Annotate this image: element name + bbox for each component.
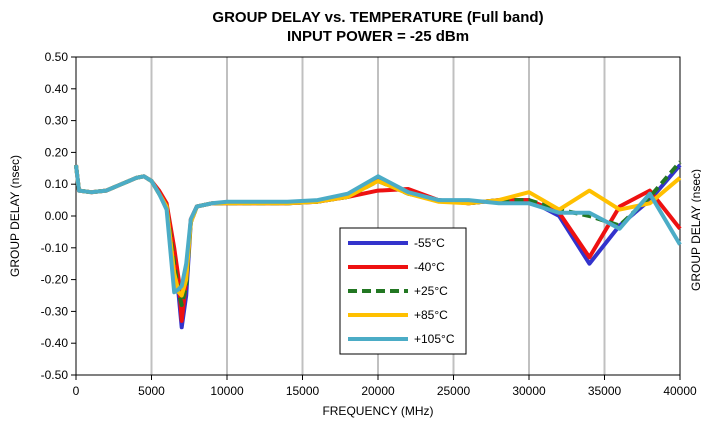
y-axis-label-right: GROUP DELAY (nsec)	[689, 169, 701, 291]
x-axis-label: FREQUENCY (MHz)	[322, 404, 433, 418]
x-tick-label: 15000	[286, 384, 320, 398]
y-tick-label: 0.10	[45, 177, 69, 191]
y-tick-label: -0.20	[41, 273, 69, 287]
chart-title: GROUP DELAY vs. TEMPERATURE (Full band)	[212, 9, 543, 26]
legend-label: +25°C	[414, 284, 448, 298]
legend-box	[339, 227, 467, 355]
x-axis-ticks: 0 5000 10000 15000 20000 25000 30000 35000 40000	[73, 375, 697, 398]
x-tick-label: 40000	[663, 384, 697, 398]
x-tick-label: 25000	[437, 384, 471, 398]
x-tick-label: 10000	[210, 384, 244, 398]
y-tick-label: -0.40	[41, 336, 69, 350]
x-tick-label: 30000	[512, 384, 546, 398]
series-line	[74, 164, 682, 295]
chart-subtitle: INPUT POWER = -25 dBm	[287, 28, 469, 45]
legend-label: -40°C	[414, 260, 445, 274]
x-tick-label: 20000	[361, 384, 395, 398]
legend-label: +105°C	[414, 332, 455, 346]
y-tick-label: 0.50	[45, 50, 69, 64]
x-tick-label: 35000	[588, 384, 622, 398]
legend-label: +85°C	[414, 308, 448, 322]
y-tick-label: 0.20	[45, 145, 69, 159]
legend: -55°C -40°C +25°C +85°C +105°C	[339, 227, 467, 355]
x-tick-label: 5000	[138, 384, 165, 398]
y-tick-label: 0.00	[45, 209, 69, 223]
legend-label: -55°C	[414, 236, 445, 250]
series-lines	[74, 160, 682, 330]
x-tick-label: 0	[73, 384, 80, 398]
y-tick-label: -0.50	[41, 368, 69, 382]
y-axis-label: GROUP DELAY (nsec)	[8, 155, 22, 277]
y-tick-label: -0.10	[41, 241, 69, 255]
y-axis-ticks: -0.50 -0.40 -0.30 -0.20 -0.10 0.00 0.10 0.20 0.3…	[41, 50, 76, 382]
y-tick-label: 0.40	[45, 82, 69, 96]
vertical-gridlines	[150, 57, 606, 375]
y-tick-label: -0.30	[41, 304, 69, 318]
y-tick-label: 0.30	[45, 114, 69, 128]
